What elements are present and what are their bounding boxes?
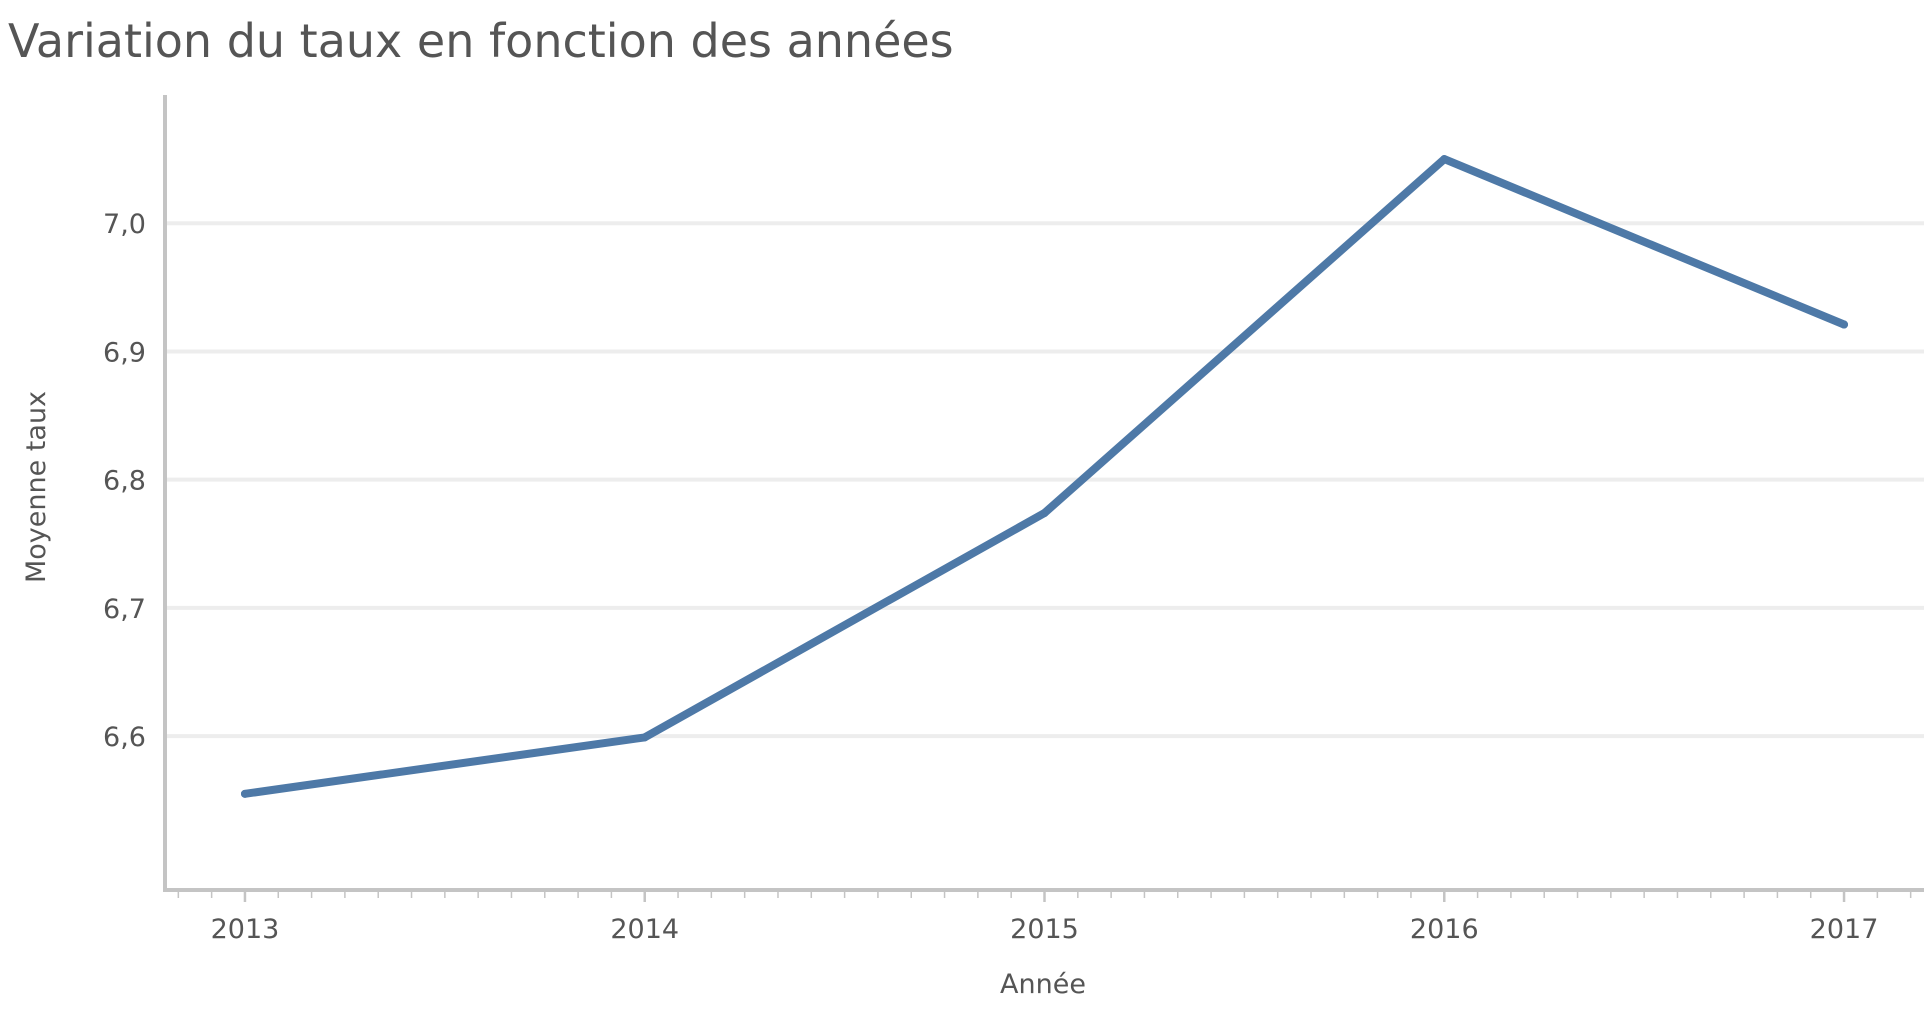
- data-point[interactable]: [1440, 155, 1449, 164]
- y-axis-ticks: 6,6 6,7 6,8 6,9 7,0: [103, 209, 146, 753]
- data-point[interactable]: [1840, 320, 1849, 329]
- x-tick-label: 2013: [211, 914, 280, 945]
- x-axis-ticks: 2013 2014 2015 2016 2017: [177, 892, 1912, 945]
- x-tick-label: 2015: [1010, 914, 1079, 945]
- y-tick-label: 6,8: [103, 466, 146, 497]
- y-axis-title: Moyenne taux: [21, 391, 52, 583]
- data-point[interactable]: [1040, 509, 1049, 518]
- data-point[interactable]: [240, 789, 249, 798]
- series-line: [241, 155, 1848, 798]
- axes: [163, 95, 1924, 892]
- y-tick-label: 6,7: [103, 594, 146, 625]
- series-layer: [240, 155, 1849, 798]
- x-tick-label: 2016: [1410, 914, 1479, 945]
- y-tick-label: 7,0: [103, 209, 146, 240]
- y-tick-label: 6,6: [103, 722, 146, 753]
- data-point[interactable]: [640, 733, 649, 742]
- y-tick-label: 6,9: [103, 337, 146, 368]
- chart-title: Variation du taux en fonction des années: [8, 14, 954, 68]
- x-tick-label: 2017: [1810, 914, 1879, 945]
- x-axis-title: Année: [1000, 969, 1086, 1000]
- x-tick-label: 2014: [610, 914, 679, 945]
- grid-lines: [165, 221, 1924, 739]
